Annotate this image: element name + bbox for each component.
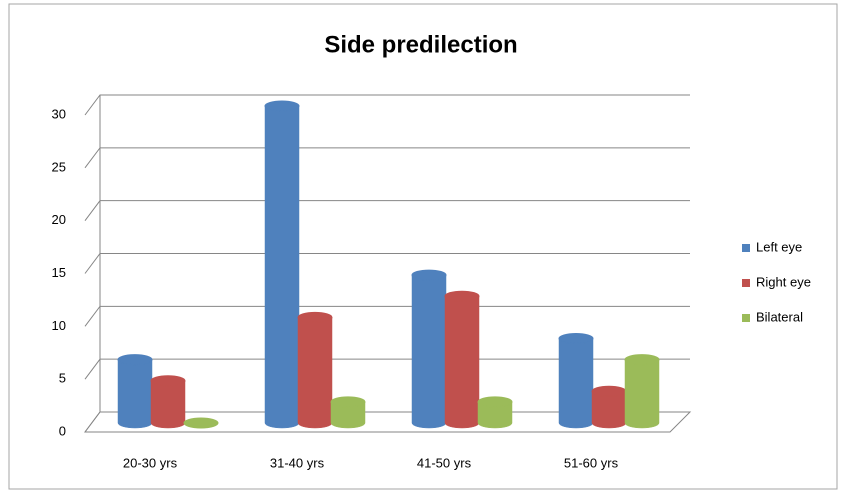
y-tick-label: 0 (59, 423, 66, 438)
grid-line (84, 253, 690, 274)
bar (477, 401, 513, 429)
bar (330, 401, 366, 429)
bar-top (444, 290, 480, 302)
legend-label: Left eye (756, 239, 802, 254)
bar-top (411, 269, 447, 281)
bar (558, 338, 594, 429)
legend-swatch (742, 279, 750, 287)
grid-line (84, 147, 690, 169)
bar-top (117, 354, 153, 366)
x-tick-label: 31-40 yrs (270, 455, 325, 470)
bar (117, 359, 153, 429)
bar (591, 391, 627, 429)
grid-line (84, 358, 690, 380)
legend-swatch (742, 314, 750, 322)
y-tick-label: 20 (52, 212, 66, 227)
bar-top (264, 100, 300, 112)
bar (150, 380, 186, 429)
bar-top (477, 396, 513, 408)
chart-title: Side predilection (324, 31, 517, 58)
bar-top (330, 396, 366, 408)
bar-top (591, 385, 627, 397)
legend-label: Bilateral (756, 309, 803, 324)
bar-top (558, 332, 594, 344)
y-tick-label: 25 (52, 159, 66, 174)
bar (264, 105, 300, 429)
y-tick-label: 15 (52, 265, 66, 280)
y-tick-label: 5 (59, 371, 66, 386)
grid-line (84, 305, 690, 327)
bar-top (624, 354, 660, 366)
y-tick-label: 30 (52, 106, 66, 121)
bar-top (297, 311, 333, 323)
bar (444, 295, 480, 429)
legend-label: Right eye (756, 274, 811, 289)
bar (297, 317, 333, 429)
x-tick-label: 41-50 yrs (417, 455, 472, 470)
bar-top (183, 417, 219, 429)
bar-top (150, 375, 186, 387)
legend-swatch (742, 244, 750, 252)
x-tick-label: 51-60 yrs (564, 455, 619, 470)
grid-line (84, 94, 690, 116)
bar (624, 359, 660, 429)
x-tick-label: 20-30 yrs (123, 455, 178, 470)
bar (411, 274, 447, 429)
y-tick-label: 10 (52, 318, 66, 333)
grid-line (84, 200, 690, 221)
